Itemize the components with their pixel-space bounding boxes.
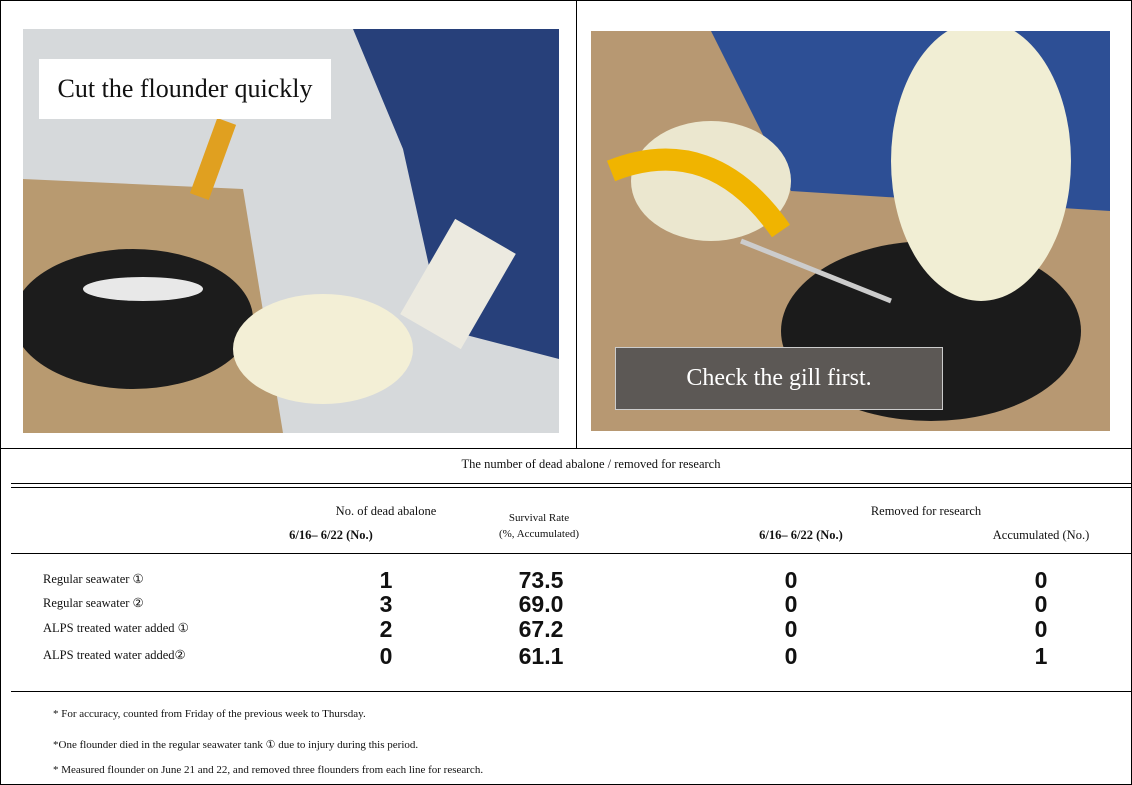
column-header: Accumulated (No.): [993, 528, 1090, 543]
cell: 0: [785, 567, 798, 594]
divider: [576, 1, 577, 448]
row-label: Regular seawater ①: [43, 571, 144, 587]
photo-caption: Check the gill first.: [615, 347, 943, 410]
column-header: 6/16– 6/22 (No.): [759, 528, 843, 543]
cell: 61.1: [519, 643, 564, 670]
row-label: Regular seawater ②: [43, 595, 144, 611]
cell: 67.2: [519, 616, 564, 643]
row-label: ALPS treated water added②: [43, 647, 186, 663]
column-header: 6/16– 6/22 (No.): [289, 528, 373, 543]
cell: 69.0: [519, 591, 564, 618]
column-header: Survival Rate: [509, 512, 569, 524]
cell: 2: [380, 616, 393, 643]
note: * Measured flounder on June 21 and 22, a…: [53, 764, 483, 776]
cell: 0: [380, 643, 393, 670]
rule: [11, 483, 1131, 484]
cell: 0: [1035, 567, 1048, 594]
cell: 1: [380, 567, 393, 594]
note: *One flounder died in the regular seawat…: [53, 738, 418, 751]
photo-caption: Cut the flounder quickly: [39, 59, 331, 119]
cell: 0: [1035, 591, 1048, 618]
cell: 0: [1035, 616, 1048, 643]
cell: 3: [380, 591, 393, 618]
rule: [11, 691, 1131, 692]
group-header: No. of dead abalone: [336, 504, 437, 519]
cell: 0: [785, 643, 798, 670]
group-header: Removed for research: [871, 504, 981, 519]
row-label: ALPS treated water added ①: [43, 620, 189, 636]
cell: 0: [785, 591, 798, 618]
cell: 1: [1035, 643, 1048, 670]
column-header: (%, Accumulated): [499, 528, 579, 540]
rule: [11, 487, 1131, 488]
page: Cut the flounder quickly Check the gill …: [0, 0, 1132, 785]
divider: [1, 448, 1131, 449]
table-title: The number of dead abalone / removed for…: [462, 457, 721, 472]
cell: 0: [785, 616, 798, 643]
rule: [11, 553, 1131, 554]
cell: 73.5: [519, 567, 564, 594]
note: * For accuracy, counted from Friday of t…: [53, 708, 366, 720]
